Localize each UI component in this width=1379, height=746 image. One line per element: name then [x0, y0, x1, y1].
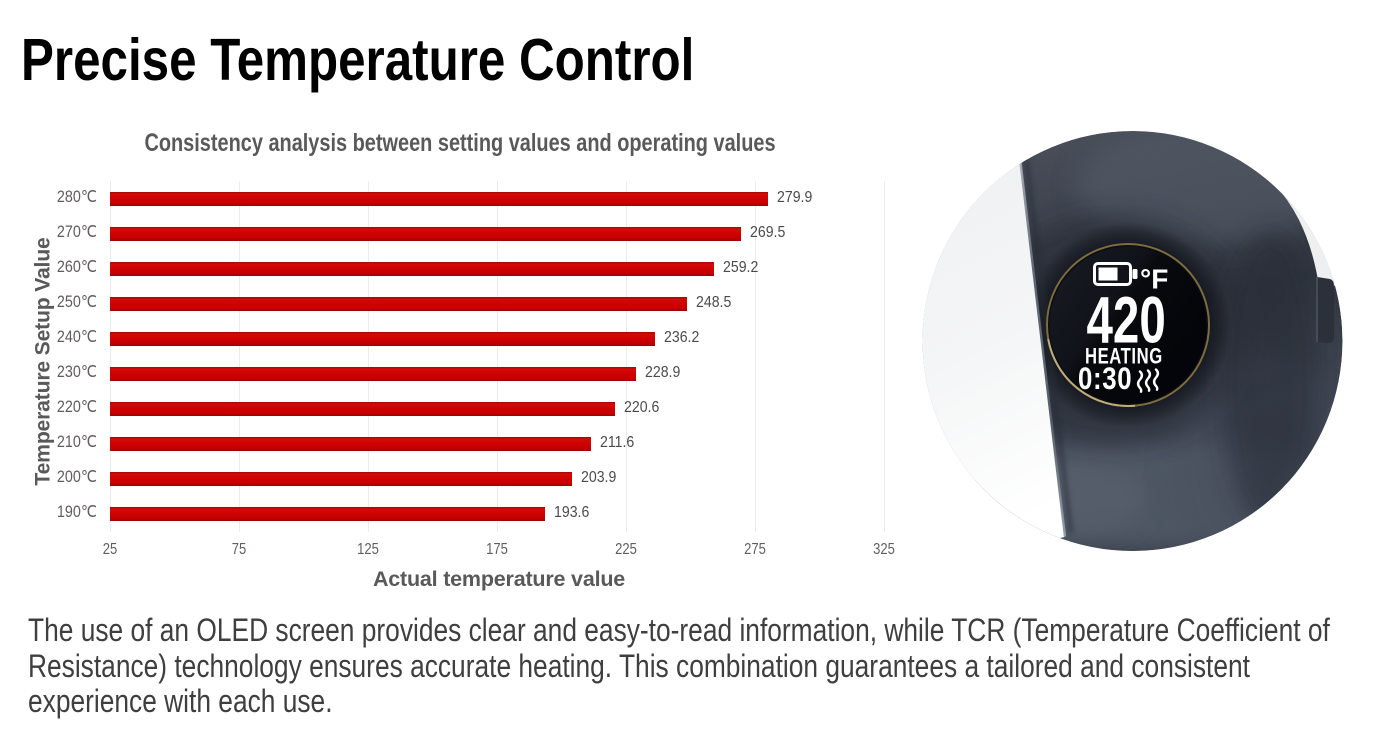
svg-text:°F: °F [1140, 264, 1168, 295]
svg-text:HEATING: HEATING [1085, 344, 1163, 369]
svg-text:0:30: 0:30 [1078, 362, 1132, 397]
svg-text:420: 420 [1087, 284, 1166, 357]
